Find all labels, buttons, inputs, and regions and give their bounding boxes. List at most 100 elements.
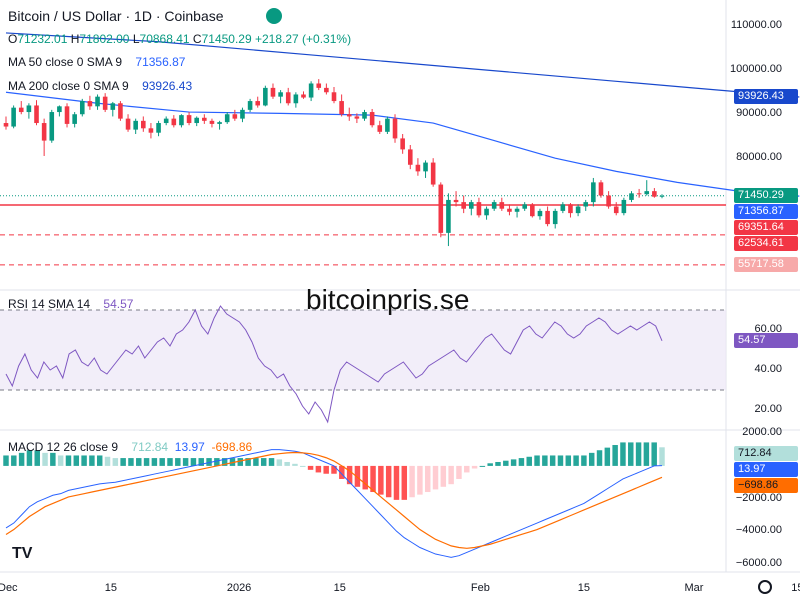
macd-histogram-bar xyxy=(151,458,158,466)
candle-body xyxy=(430,162,436,185)
macd-histogram-bar xyxy=(136,458,142,466)
macd-histogram-bar xyxy=(284,461,290,466)
candle-body xyxy=(469,202,474,209)
macd-histogram-bar xyxy=(237,458,244,466)
candle-body xyxy=(400,138,405,150)
rsi-scale-label: 54.57 xyxy=(734,332,798,348)
candle-body xyxy=(64,106,70,124)
time-axis-tick: 2026 xyxy=(226,582,252,594)
macd-axis-tick: −6000.00 xyxy=(735,556,782,569)
candle-body xyxy=(125,118,131,130)
change-value: +218.27 (+0.31%) xyxy=(255,32,352,46)
macd-line-value: 13.97 xyxy=(174,440,205,454)
rsi-value: 54.57 xyxy=(103,297,134,311)
macd-histogram-bar xyxy=(268,458,275,466)
candle-body xyxy=(26,105,32,113)
macd-histogram-bar xyxy=(182,458,189,466)
candle-body xyxy=(606,195,611,207)
candle-body xyxy=(263,87,268,106)
candle-body xyxy=(179,115,184,126)
candle-body xyxy=(560,204,566,211)
candle-body xyxy=(270,87,276,97)
candle-body xyxy=(194,117,199,124)
candle-body xyxy=(537,210,543,217)
macd-histogram-bar xyxy=(96,455,103,466)
macd-label: MACD 12 26 close 9 xyxy=(8,440,119,454)
candle-body xyxy=(514,208,520,212)
macd-histogram-bar xyxy=(65,455,72,466)
macd-histogram-bar xyxy=(260,458,267,466)
candle-body xyxy=(72,114,77,124)
candle-body xyxy=(232,114,238,119)
price-scale-label: 93926.43 xyxy=(734,88,798,104)
macd-histogram-bar xyxy=(620,442,626,466)
candle-body xyxy=(362,112,367,119)
candle-body xyxy=(438,184,444,233)
macd-histogram-bar xyxy=(440,465,447,487)
candle-body xyxy=(522,204,527,209)
macd-histogram-bar xyxy=(128,458,134,466)
macd-histogram-bar xyxy=(331,465,337,474)
candle-body xyxy=(148,128,154,133)
watermark-text: bitcoinpris.se xyxy=(306,284,470,315)
macd-histogram-bar xyxy=(315,465,322,473)
macd-histogram-bar xyxy=(385,465,392,498)
candle-body xyxy=(57,106,62,113)
ma200-legend[interactable]: MA 200 close 0 SMA 9 93926.43 xyxy=(8,78,192,94)
candle-body xyxy=(652,191,657,197)
macd-histogram-bar xyxy=(565,455,572,466)
candle-body xyxy=(598,182,604,196)
macd-legend[interactable]: MACD 12 26 close 9 712.84 13.97 -698.86 xyxy=(8,439,252,455)
macd-histogram-bar xyxy=(323,465,329,474)
rsi-axis-tick: 60.00 xyxy=(754,323,782,335)
macd-histogram-bar xyxy=(518,458,525,466)
ma50-legend[interactable]: MA 50 close 0 SMA 9 71356.87 xyxy=(8,54,185,70)
macd-histogram-bar xyxy=(89,455,95,466)
price-scale-label: 69351.64 xyxy=(734,219,798,235)
price-axis-tick: 80000.00 xyxy=(736,151,782,164)
candle-body xyxy=(79,101,85,115)
macd-histogram-bar xyxy=(393,465,400,500)
candle-body xyxy=(186,115,192,124)
candle-body xyxy=(415,164,421,172)
candle-body xyxy=(583,202,589,207)
ma200-label: MA 200 close 0 SMA 9 xyxy=(8,79,129,93)
price-axis-tick: 100000.00 xyxy=(730,63,782,76)
time-axis-tick: Mar xyxy=(684,582,704,594)
candle-body xyxy=(110,103,116,110)
macd-histogram-bar xyxy=(448,465,454,485)
macd-histogram-bar xyxy=(635,442,642,466)
candle-body xyxy=(621,199,627,214)
macd-histogram-bar xyxy=(292,463,298,466)
candle-body xyxy=(41,123,47,141)
eye-icon[interactable] xyxy=(266,8,282,24)
candle-body xyxy=(240,109,245,119)
macd-histogram-bar xyxy=(659,447,665,466)
macd-histogram-bar xyxy=(370,465,376,493)
candle-body xyxy=(636,193,642,195)
macd-histogram-bar xyxy=(300,465,306,467)
candle-body xyxy=(446,199,451,233)
candle-body xyxy=(255,101,261,106)
candle-body xyxy=(301,94,306,98)
rsi-legend[interactable]: RSI 14 SMA 14 54.57 xyxy=(8,296,133,312)
candle-body xyxy=(591,182,596,203)
candle-body xyxy=(308,83,314,98)
macd-scale-label: 13.97 xyxy=(734,462,798,478)
rsi-label: RSI 14 SMA 14 xyxy=(8,297,91,311)
candle-body xyxy=(461,202,466,209)
macd-histogram-bar xyxy=(159,458,165,466)
macd-histogram-bar xyxy=(604,447,611,466)
gear-icon[interactable] xyxy=(758,580,772,594)
macd-histogram-bar xyxy=(456,465,462,479)
ma50-label: MA 50 close 0 SMA 9 xyxy=(8,55,123,69)
candle-body xyxy=(163,118,169,124)
candle-body xyxy=(171,118,177,126)
candle-body xyxy=(644,191,650,195)
candle-body xyxy=(3,123,9,127)
ma200-value: 93926.43 xyxy=(142,79,193,93)
macd-scale-label: 712.84 xyxy=(734,446,798,462)
macd-histogram-bar xyxy=(18,452,25,466)
